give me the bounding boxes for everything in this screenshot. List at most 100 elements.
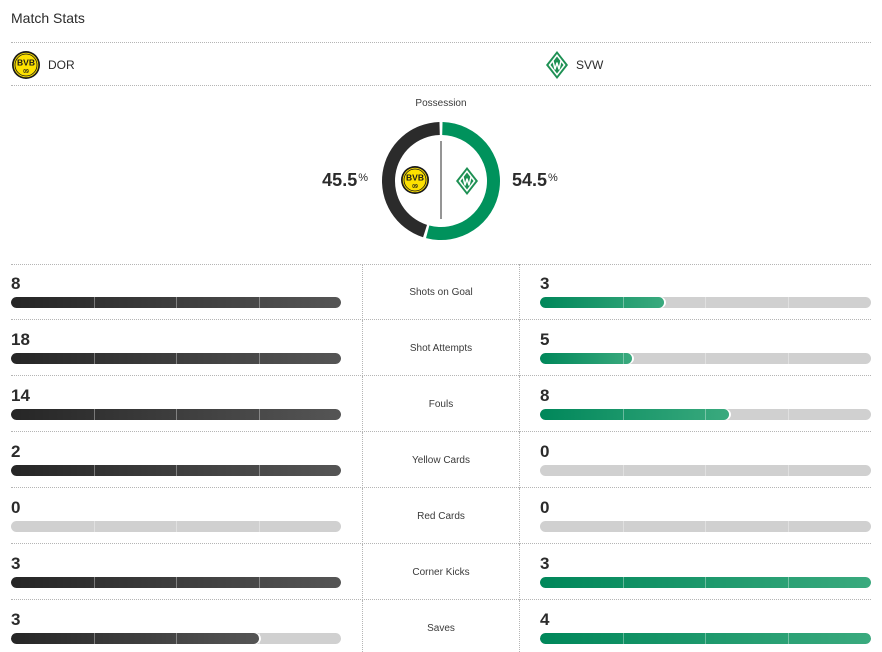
away-stat-bar [540,577,871,588]
svg-text:09: 09 [23,69,29,75]
away-stat-bar [540,297,871,308]
stat-row: 8 Shots on Goal 3 [0,264,882,320]
row-divider [11,431,871,432]
bar-segment [259,577,260,588]
home-stat-value: 2 [11,442,21,461]
home-stat-bar-fill [11,633,259,644]
away-team-abbr: SVW [576,58,604,72]
home-stat-bar [11,297,341,308]
home-stat-value: 0 [11,498,21,517]
bar-segment [623,521,624,532]
divider [11,85,871,86]
bar-segment [705,465,706,476]
bar-segment [176,297,177,308]
row-divider [11,319,871,320]
bar-segment [623,465,624,476]
bar-segment [259,409,260,420]
home-stat-bar [11,577,341,588]
bar-segment [705,353,706,364]
stat-label: Corner Kicks [362,544,520,600]
away-stat-value: 3 [540,554,550,573]
home-stat-bar-fill [11,465,341,476]
stat-row: 0 Red Cards 0 [0,488,882,544]
home-stat-bar-fill [11,353,341,364]
home-stat-bar [11,633,341,644]
bar-segment [788,297,789,308]
bar-segment [94,409,95,420]
away-stat-bar-fill [540,409,729,420]
divider [11,42,871,43]
away-stat-bar [540,465,871,476]
bar-segment [176,409,177,420]
home-stat-bar-fill [11,577,341,588]
svg-text:BVB: BVB [17,58,35,68]
away-stat-bar [540,409,871,420]
home-stat-value: 18 [11,330,30,349]
home-stat-value: 3 [11,554,21,573]
bar-segment [259,521,260,532]
bar-segment [788,465,789,476]
bar-segment [94,465,95,476]
page-title: Match Stats [11,10,85,26]
stats-table: 8 Shots on Goal 3 18 Shot Attempts 5 14 [0,264,882,652]
bar-segment [788,577,789,588]
bar-segment [176,353,177,364]
bar-segment [259,465,260,476]
home-team-abbr: DOR [48,58,75,72]
away-stat-bar [540,353,871,364]
bar-segment [623,409,624,420]
bar-segment [259,297,260,308]
away-possession: 54.5% [512,170,558,191]
bar-segment [94,633,95,644]
svg-text:BVB: BVB [406,173,424,183]
bar-segment [705,577,706,588]
home-stat-value: 14 [11,386,30,405]
bar-segment [623,353,624,364]
bar-segment [259,633,260,644]
werder-crest-icon [456,167,478,195]
home-stat-bar [11,521,341,532]
possession-label: Possession [415,98,467,109]
away-stat-bar-fill [540,577,871,588]
stat-row: 3 Corner Kicks 3 [0,544,882,600]
stat-row: 14 Fouls 8 [0,376,882,432]
home-stat-value: 8 [11,274,21,293]
bar-segment [176,521,177,532]
stat-row: 18 Shot Attempts 5 [0,320,882,376]
bvb-crest-icon: BVB 09 [401,166,429,194]
bar-segment [788,353,789,364]
away-stat-bar [540,521,871,532]
home-possession: 45.5% [322,170,368,191]
bar-segment [623,297,624,308]
stat-label: Shots on Goal [362,264,520,320]
home-stat-bar [11,465,341,476]
possession-donut: BVB 09 [382,122,501,240]
bar-segment [94,297,95,308]
away-stat-bar-fill [540,353,633,364]
away-possession-unit: % [548,172,558,184]
row-divider [11,487,871,488]
bar-segment [176,465,177,476]
home-team: BVB 09 DOR [11,50,75,80]
away-stat-bar-fill [540,633,871,644]
werder-crest-icon [546,51,568,79]
home-possession-unit: % [358,172,368,184]
home-stat-bar [11,409,341,420]
bvb-crest-icon: BVB 09 [12,51,40,79]
bar-segment [623,577,624,588]
bar-segment [705,297,706,308]
row-divider [11,375,871,376]
away-stat-value: 8 [540,386,550,405]
stat-label: Fouls [362,376,520,432]
bar-segment [788,633,789,644]
home-stat-value: 3 [11,610,21,629]
away-stat-bar [540,633,871,644]
away-stat-value: 0 [540,498,550,517]
divider [11,264,871,265]
home-stat-bar [11,353,341,364]
bar-segment [623,633,624,644]
bar-segment [176,633,177,644]
bar-segment [176,577,177,588]
away-possession-value: 54.5 [512,170,548,190]
stat-label: Yellow Cards [362,432,520,488]
